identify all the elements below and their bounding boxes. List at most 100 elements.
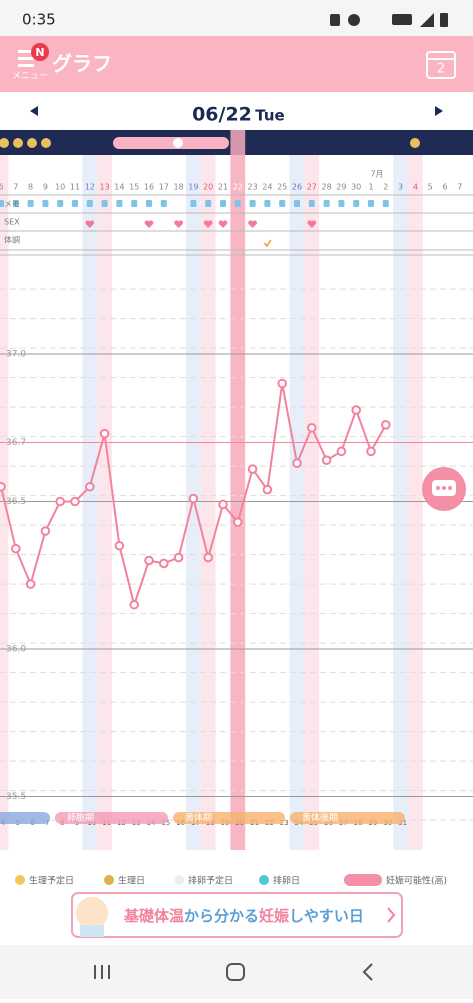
phase-label: 黄体後期 <box>302 812 338 824</box>
banner-part: しやすい日 <box>289 907 364 925</box>
column-band <box>97 155 112 850</box>
temperature-point <box>277 378 288 389</box>
memo-icon <box>146 200 152 207</box>
date-label: 13 <box>100 183 110 192</box>
heart-icon <box>218 220 228 228</box>
memo-icon <box>205 200 212 207</box>
memo-icon <box>72 200 78 207</box>
date-label: 25 <box>277 183 287 192</box>
memo-icon <box>12 200 19 207</box>
memo-icon <box>234 200 241 207</box>
phase-label: 黄体期 <box>185 812 212 824</box>
header <box>0 36 473 92</box>
memo-icon <box>294 200 300 207</box>
memo-icon <box>279 200 286 207</box>
menu-button[interactable]: N メニュー <box>12 43 49 82</box>
phase-pill <box>173 812 285 824</box>
check-icon <box>263 239 272 248</box>
temperature-point <box>40 526 51 536</box>
banner-part: から分かる <box>184 907 259 925</box>
date-label: 18 <box>174 183 184 192</box>
temperature-point <box>381 420 391 430</box>
calendar-day: 2 <box>437 62 445 77</box>
column-band <box>200 155 216 850</box>
date-label: 2 <box>383 183 388 192</box>
memo-icon <box>264 200 271 207</box>
nav-bar <box>0 945 473 999</box>
calendar-button[interactable]: 2 <box>426 51 456 79</box>
temperature-point <box>99 428 110 439</box>
legend-icon <box>15 875 25 885</box>
date-label: 29 <box>336 183 346 192</box>
temperature-point <box>25 579 36 589</box>
temperature-point <box>203 552 213 563</box>
column-band <box>393 155 408 850</box>
legend-bar <box>0 850 473 895</box>
temperature-point <box>85 481 95 492</box>
temperature-point <box>351 405 362 415</box>
date-label: 28 <box>322 183 332 192</box>
date-label: 7 <box>457 183 462 192</box>
date-label: 11 <box>70 183 80 192</box>
legend-label: 排卵予定日 <box>188 875 233 887</box>
date-label: 4 <box>413 183 418 192</box>
date-label: 16 <box>144 183 154 192</box>
menu-label: メニュー <box>12 72 48 82</box>
memo-icon <box>116 200 123 207</box>
date-label: 23 <box>248 183 258 192</box>
date-label: 8 <box>28 183 33 192</box>
heart-icon <box>307 220 317 228</box>
date-label: 7 <box>13 183 18 192</box>
header-title: グラフ <box>52 52 112 76</box>
temperature-point <box>55 496 66 507</box>
memo-icon <box>338 200 345 207</box>
date-label: 10 <box>55 183 65 192</box>
selected-column <box>230 130 246 850</box>
banner-part: 妊娠 <box>259 907 290 925</box>
nav-buttons[interactable] <box>94 963 373 981</box>
legend-icon <box>174 875 184 885</box>
memo-icon <box>308 200 315 207</box>
memo-icon <box>323 200 330 207</box>
legend: 生理予定日 生理日 排卵予定日 排卵日 妊娠可能性(高) <box>15 874 447 887</box>
legend-icon <box>344 874 382 886</box>
legend-icon <box>259 875 269 885</box>
legend-label: 生理予定日 <box>29 875 74 887</box>
banner-text: 基礎体温から分かる妊娠しやすい日 <box>123 907 364 925</box>
temperature-point <box>70 496 80 507</box>
chat-button[interactable] <box>422 467 466 511</box>
clock: 0:35 <box>22 11 56 29</box>
memo-icon <box>382 200 389 207</box>
row-label: メモ <box>4 200 20 209</box>
banner[interactable]: 基礎体温から分かる妊娠しやすい日 <box>71 892 403 938</box>
temperature-point <box>173 552 184 563</box>
month-label: 7月 <box>370 170 383 179</box>
badge: N <box>35 46 44 59</box>
chart: 7月6 7 8 9 10 11 12 13 14 15 16 17 18 19 20 21 22 23 24 25 26… <box>0 130 473 850</box>
date-label: 22 <box>233 183 243 192</box>
next-arrow[interactable] <box>435 106 443 116</box>
date-label: 12 <box>85 183 95 192</box>
y-tick-label: 37.0 <box>6 350 26 360</box>
temperature-point <box>233 517 243 527</box>
phase-pill <box>290 812 405 824</box>
memo-icon <box>101 200 108 207</box>
memo-icon <box>27 200 34 207</box>
date-label: 1 <box>368 183 373 192</box>
date-label: 3 <box>398 183 403 192</box>
banner-part: 基礎体温 <box>123 907 184 925</box>
memo-icon <box>220 200 226 207</box>
phase-label: 卵胞期 <box>67 812 94 824</box>
date-label: 15 <box>129 183 139 192</box>
date-label: 5 <box>428 183 433 192</box>
date: 06/22 <box>192 104 252 126</box>
memo-icon <box>249 200 256 207</box>
period-icons <box>0 138 420 148</box>
prev-arrow[interactable] <box>30 106 38 116</box>
memo-icon <box>86 200 93 207</box>
temperature-point <box>321 455 332 466</box>
ovulation-bar <box>113 137 229 149</box>
memo-icon <box>160 200 167 207</box>
temperature-point <box>114 540 125 551</box>
